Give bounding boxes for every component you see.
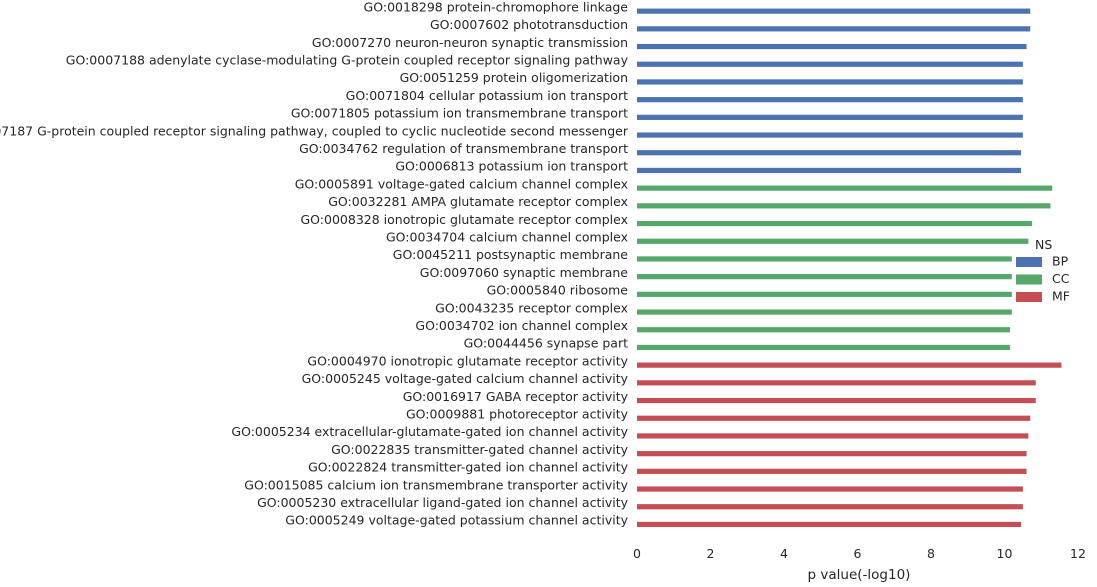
category-label: GO:0005891 voltage-gated calcium channel…	[295, 176, 628, 191]
category-label: GO:0045211 postsynaptic membrane	[393, 247, 629, 262]
bar-cc	[637, 256, 1012, 262]
category-label: GO:0034702 ion channel complex	[415, 318, 628, 333]
bar-mf	[637, 362, 1062, 368]
bar-cc	[637, 274, 1012, 280]
category-label: GO:0015085 calcium ion transmembrane tra…	[244, 477, 628, 492]
category-label: GO:0007602 phototransduction	[430, 17, 628, 32]
bar-bp	[637, 97, 1023, 103]
bar-bp	[637, 132, 1023, 138]
category-label: GO:0071804 cellular potassium ion transp…	[346, 88, 628, 103]
x-tick-label: 4	[780, 546, 788, 561]
bar-mf	[637, 468, 1027, 474]
bar-mf	[637, 415, 1031, 421]
x-tick-label: 6	[854, 546, 862, 561]
bars-layer	[637, 8, 1062, 528]
x-tick-label: 2	[707, 546, 715, 561]
legend-label-cc: CC	[1052, 271, 1070, 286]
x-tick-label: 8	[927, 546, 935, 561]
category-label: GO:0005840 ribosome	[487, 283, 629, 298]
category-label: GO:0018298 protein-chromophore linkage	[364, 0, 629, 14]
bar-mf	[637, 451, 1027, 457]
category-label: GO:0032281 AMPA glutamate receptor compl…	[328, 194, 628, 209]
category-label: GO:0007188 adenylate cyclase-modulating …	[66, 52, 629, 67]
category-label: GO:0006813 potassium ion transport	[395, 159, 628, 174]
legend-swatch-cc	[1016, 274, 1042, 285]
x-axis-ticks: 0 2 4 6 8 10 12	[633, 546, 1086, 561]
x-tick-label: 12	[1070, 546, 1086, 561]
category-label: GO:0008328 ionotropic glutamate receptor…	[301, 212, 629, 227]
bar-bp	[637, 79, 1023, 85]
x-tick-label: 0	[633, 546, 641, 561]
category-label: GO:0007270 neuron-neuron synaptic transm…	[312, 35, 628, 50]
bar-bp	[637, 61, 1023, 67]
legend-label-mf: MF	[1052, 289, 1070, 304]
bar-cc	[637, 327, 1011, 333]
legend: NS BP CC MF	[1016, 237, 1070, 304]
category-labels: GO:0018298 protein-chromophore linkage GO…	[0, 0, 629, 528]
bar-cc	[637, 309, 1012, 315]
category-label: GO:0005245 voltage-gated calcium channel…	[302, 371, 629, 386]
legend-label-bp: BP	[1052, 254, 1069, 269]
bar-cc	[637, 203, 1051, 209]
category-label: GO:0034762 regulation of transmembrane t…	[299, 141, 628, 156]
bar-cc	[637, 238, 1029, 244]
category-label: GO:0016917 GABA receptor activity	[403, 389, 629, 404]
bar-mf	[637, 433, 1029, 439]
bar-mf	[637, 397, 1036, 404]
bar-mf	[637, 521, 1022, 528]
category-label: GO:0005234 extracellular-glutamate-gated…	[231, 424, 628, 439]
bar-bp	[637, 167, 1022, 174]
category-label: GO:0071805 potassium ion transmembrane t…	[291, 106, 628, 121]
bar-cc	[637, 291, 1012, 297]
category-label: GO:0007187 G-protein coupled receptor si…	[0, 123, 629, 138]
bar-bp	[637, 150, 1022, 156]
bar-cc	[637, 344, 1011, 351]
x-tick-label: 10	[997, 546, 1013, 561]
category-label: GO:0005230 extracellular ligand-gated io…	[257, 495, 629, 510]
legend-title: NS	[1035, 237, 1052, 252]
bar-bp	[637, 114, 1023, 120]
bar-mf	[637, 486, 1023, 492]
category-label: GO:0043235 receptor complex	[435, 300, 628, 315]
legend-swatch-mf	[1016, 292, 1042, 302]
bar-bp	[637, 43, 1027, 50]
category-label: GO:0051259 protein oligomerization	[400, 70, 628, 85]
category-label: GO:0022824 transmitter-gated ion channel…	[308, 460, 629, 475]
category-label: GO:0009881 photoreceptor activity	[406, 406, 629, 421]
bar-cc	[637, 185, 1053, 191]
category-label: GO:0022835 transmitter-gated channel act…	[331, 442, 628, 457]
legend-swatch-bp	[1016, 257, 1042, 267]
bar-cc	[637, 220, 1033, 227]
category-label: GO:0097060 synaptic membrane	[420, 265, 629, 280]
category-label: GO:0005249 voltage-gated potassium chann…	[285, 513, 628, 528]
category-label: GO:0044456 synapse part	[464, 336, 628, 351]
bar-mf	[637, 504, 1023, 510]
x-axis-label: p value(-log10)	[808, 567, 911, 583]
bar-bp	[637, 8, 1031, 14]
bar-mf	[637, 380, 1036, 386]
category-label: GO:0004970 ionotropic glutamate receptor…	[307, 353, 628, 368]
bar-bp	[637, 26, 1031, 32]
category-label: GO:0034704 calcium channel complex	[386, 229, 628, 244]
